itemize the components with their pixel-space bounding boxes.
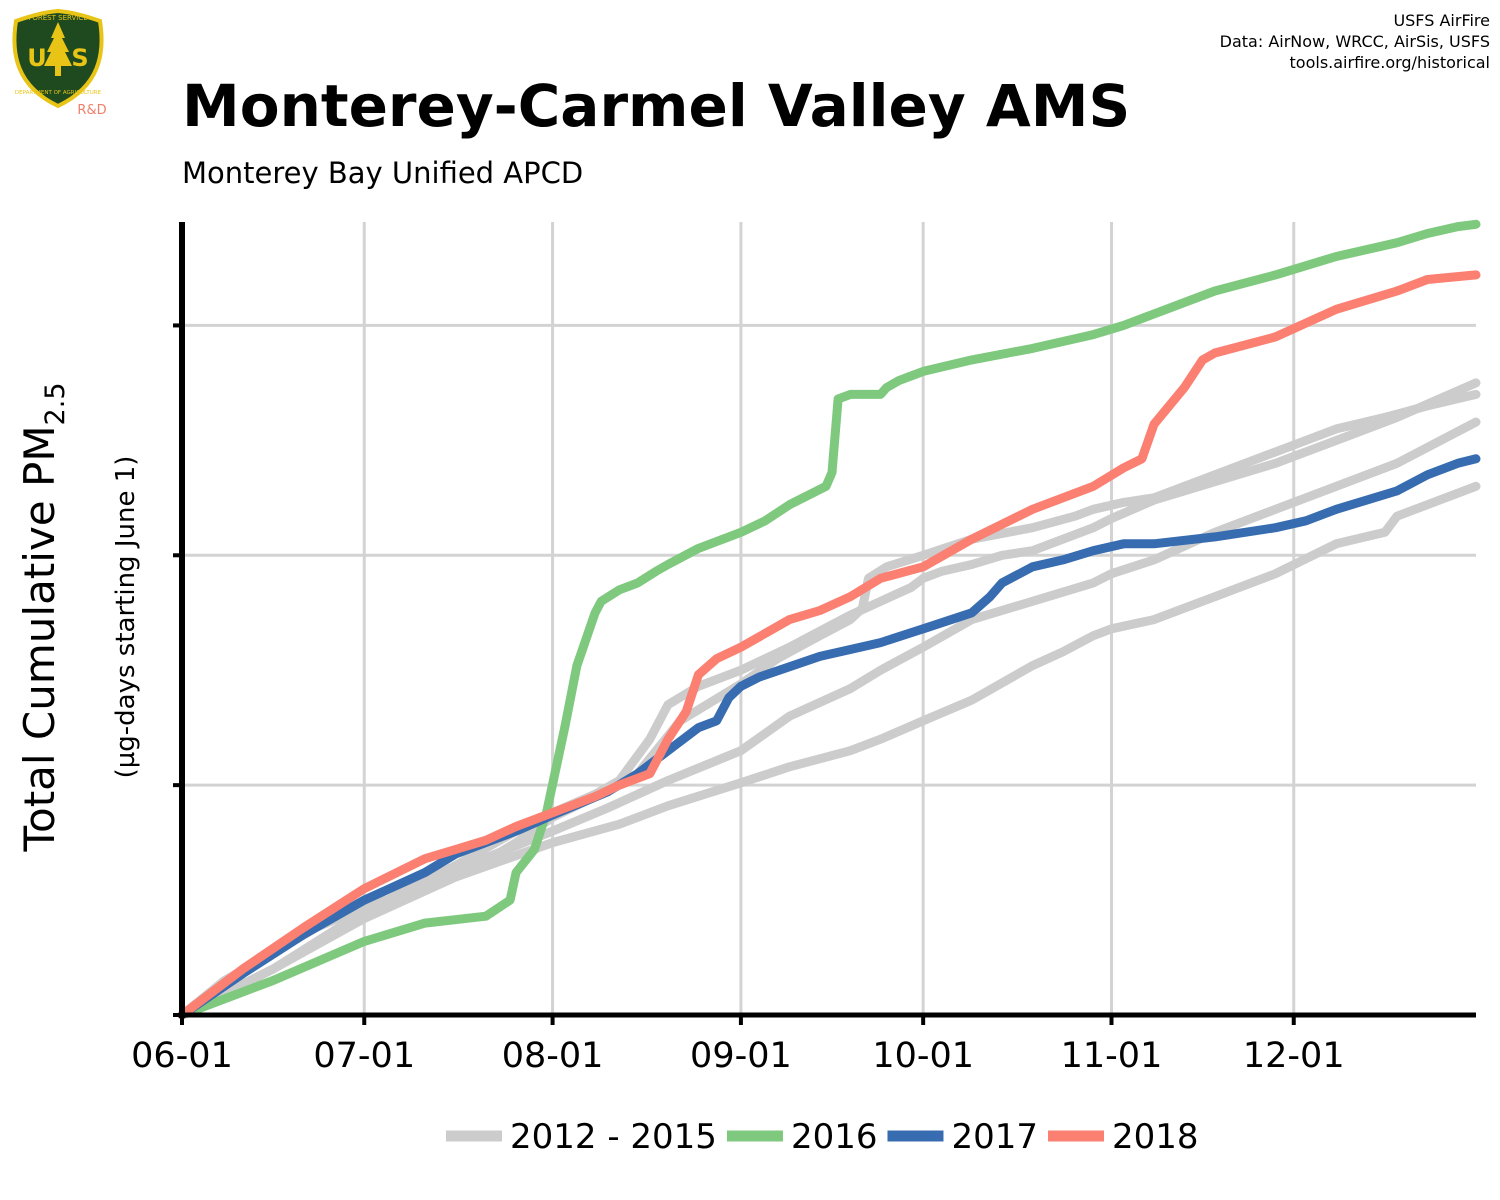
y-axis-title-text: Total Cumulative PM	[15, 425, 64, 852]
legend-label: 2016	[791, 1117, 878, 1157]
chart-title: Monterey-Carmel Valley AMS	[182, 72, 1131, 140]
x-tick-label: 11-01	[1061, 1036, 1163, 1076]
legend-label: 2017	[951, 1117, 1038, 1157]
series-line-2018	[177, 270, 1481, 1020]
x-tick-label: 10-01	[872, 1036, 974, 1076]
usfs-shield-logo-icon: U S FOREST SERVICE DEPARTMENT OF AGRICUL…	[12, 8, 107, 118]
svg-text:S: S	[71, 44, 88, 72]
svg-text:DEPARTMENT OF AGRICULTURE: DEPARTMENT OF AGRICULTURE	[15, 90, 102, 96]
x-tick-label: 09-01	[690, 1036, 792, 1076]
series-group	[177, 219, 1481, 1020]
series-line-historical	[177, 481, 1481, 1020]
y-axis-title: Total Cumulative PM2.5	[15, 382, 71, 852]
y-axis-title-subscript: 2.5	[40, 382, 71, 425]
x-tick-label: 12-01	[1243, 1036, 1345, 1076]
x-tick-label: 06-01	[131, 1036, 233, 1076]
chart-subtitle: Monterey Bay Unified APCD	[182, 156, 584, 190]
legend-label: 2018	[1112, 1117, 1199, 1157]
rd-tag: R&D	[77, 103, 106, 118]
svg-text:U: U	[27, 44, 47, 72]
legend-label: 2012 - 2015	[510, 1117, 717, 1157]
svg-text:FOREST SERVICE: FOREST SERVICE	[28, 14, 87, 22]
legend: 2012 - 2015 2016 2017 2018	[446, 1117, 1199, 1157]
series-line-2016	[177, 219, 1481, 1020]
credit-line: tools.airfire.org/historical	[1289, 53, 1490, 72]
series-line-historical	[177, 417, 1481, 1020]
x-tick-label: 08-01	[502, 1036, 604, 1076]
x-tick-label: 07-01	[313, 1036, 415, 1076]
credit-line: Data: AirNow, WRCC, AirSis, USFS	[1219, 32, 1490, 51]
y-axis-subtitle: (µg-days starting June 1)	[111, 456, 141, 779]
grid	[182, 222, 1476, 1015]
series-line-2017	[177, 454, 1481, 1020]
axes	[173, 222, 1476, 1018]
x-axis-ticks: 06-01 07-01 08-01 09-01 10-01 11-01 12-01	[131, 1015, 1345, 1076]
credits: USFS AirFire Data: AirNow, WRCC, AirSis,…	[1220, 10, 1490, 73]
y-axis-title-group: Total Cumulative PM2.5 (µg-days starting…	[15, 382, 141, 852]
credit-line: USFS AirFire	[1393, 11, 1490, 30]
usfs-logo: U S FOREST SERVICE DEPARTMENT OF AGRICUL…	[8, 8, 108, 118]
